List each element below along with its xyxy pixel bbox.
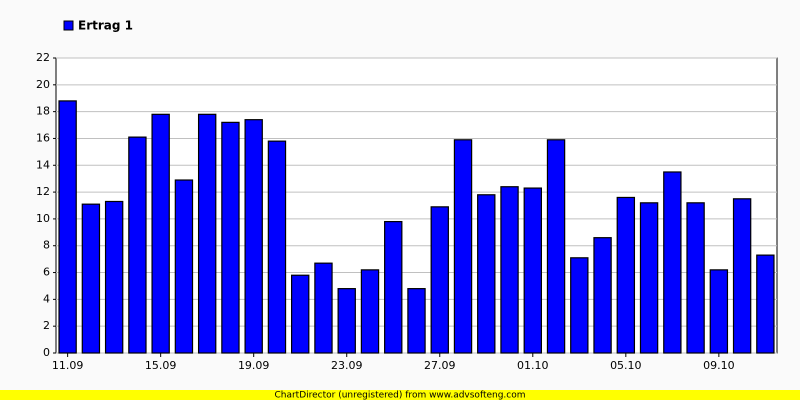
- y-tick-label: 0: [43, 346, 50, 359]
- bar: [500, 186, 519, 354]
- bar: [616, 196, 636, 354]
- x-tick-label: 01.10: [517, 359, 549, 372]
- bar: [756, 254, 775, 354]
- y-tick-label: 18: [36, 105, 50, 118]
- bar: [732, 198, 752, 354]
- bar: [523, 187, 542, 354]
- y-tick-label: 4: [43, 292, 50, 305]
- bar: [360, 269, 380, 354]
- y-tick-label: 16: [36, 131, 50, 144]
- bar: [384, 220, 403, 354]
- bar: [709, 269, 729, 354]
- legend-label: Ertrag 1: [78, 19, 133, 33]
- bar: [407, 288, 426, 354]
- x-tick-label: 15.09: [145, 359, 177, 372]
- bar: [221, 121, 240, 354]
- bar: [639, 202, 659, 354]
- bar: [104, 200, 124, 354]
- bar: [81, 203, 101, 354]
- bar: [267, 140, 287, 354]
- y-tick-label: 2: [43, 319, 50, 332]
- bar: [686, 202, 705, 354]
- bar: [151, 113, 170, 354]
- x-tick-label: 19.09: [238, 359, 270, 372]
- footer: ChartDirector (unregistered) from www.ad…: [274, 391, 525, 400]
- legend-swatch: [63, 20, 74, 31]
- x-tick-label: 23.09: [331, 359, 363, 372]
- bar: [663, 171, 682, 354]
- x-tick-label: 27.09: [424, 359, 456, 372]
- x-tick-label: 05.10: [610, 359, 642, 372]
- bar: [197, 113, 217, 354]
- y-tick-label: 20: [36, 78, 50, 91]
- y-tick-label: 8: [43, 239, 50, 252]
- bar: [128, 136, 147, 354]
- bar: [314, 262, 333, 354]
- y-tick-label: 22: [36, 51, 50, 64]
- bar: [546, 139, 566, 354]
- y-tick-label: 14: [36, 158, 50, 171]
- bar: [593, 237, 612, 354]
- bar: [477, 194, 496, 354]
- bar: [291, 274, 310, 354]
- bar: [58, 100, 77, 354]
- bar: [453, 139, 473, 354]
- bar: [244, 119, 263, 354]
- y-tick-label: 12: [36, 185, 50, 198]
- bar: [337, 288, 356, 354]
- y-tick-label: 6: [43, 266, 50, 279]
- bar: [174, 179, 194, 354]
- x-tick-label: 11.09: [52, 359, 84, 372]
- bar: [430, 206, 449, 354]
- x-tick-label: 09.10: [703, 359, 735, 372]
- y-tick-label: 10: [36, 212, 50, 225]
- bar: [570, 257, 589, 354]
- footer-bar: [0, 390, 800, 400]
